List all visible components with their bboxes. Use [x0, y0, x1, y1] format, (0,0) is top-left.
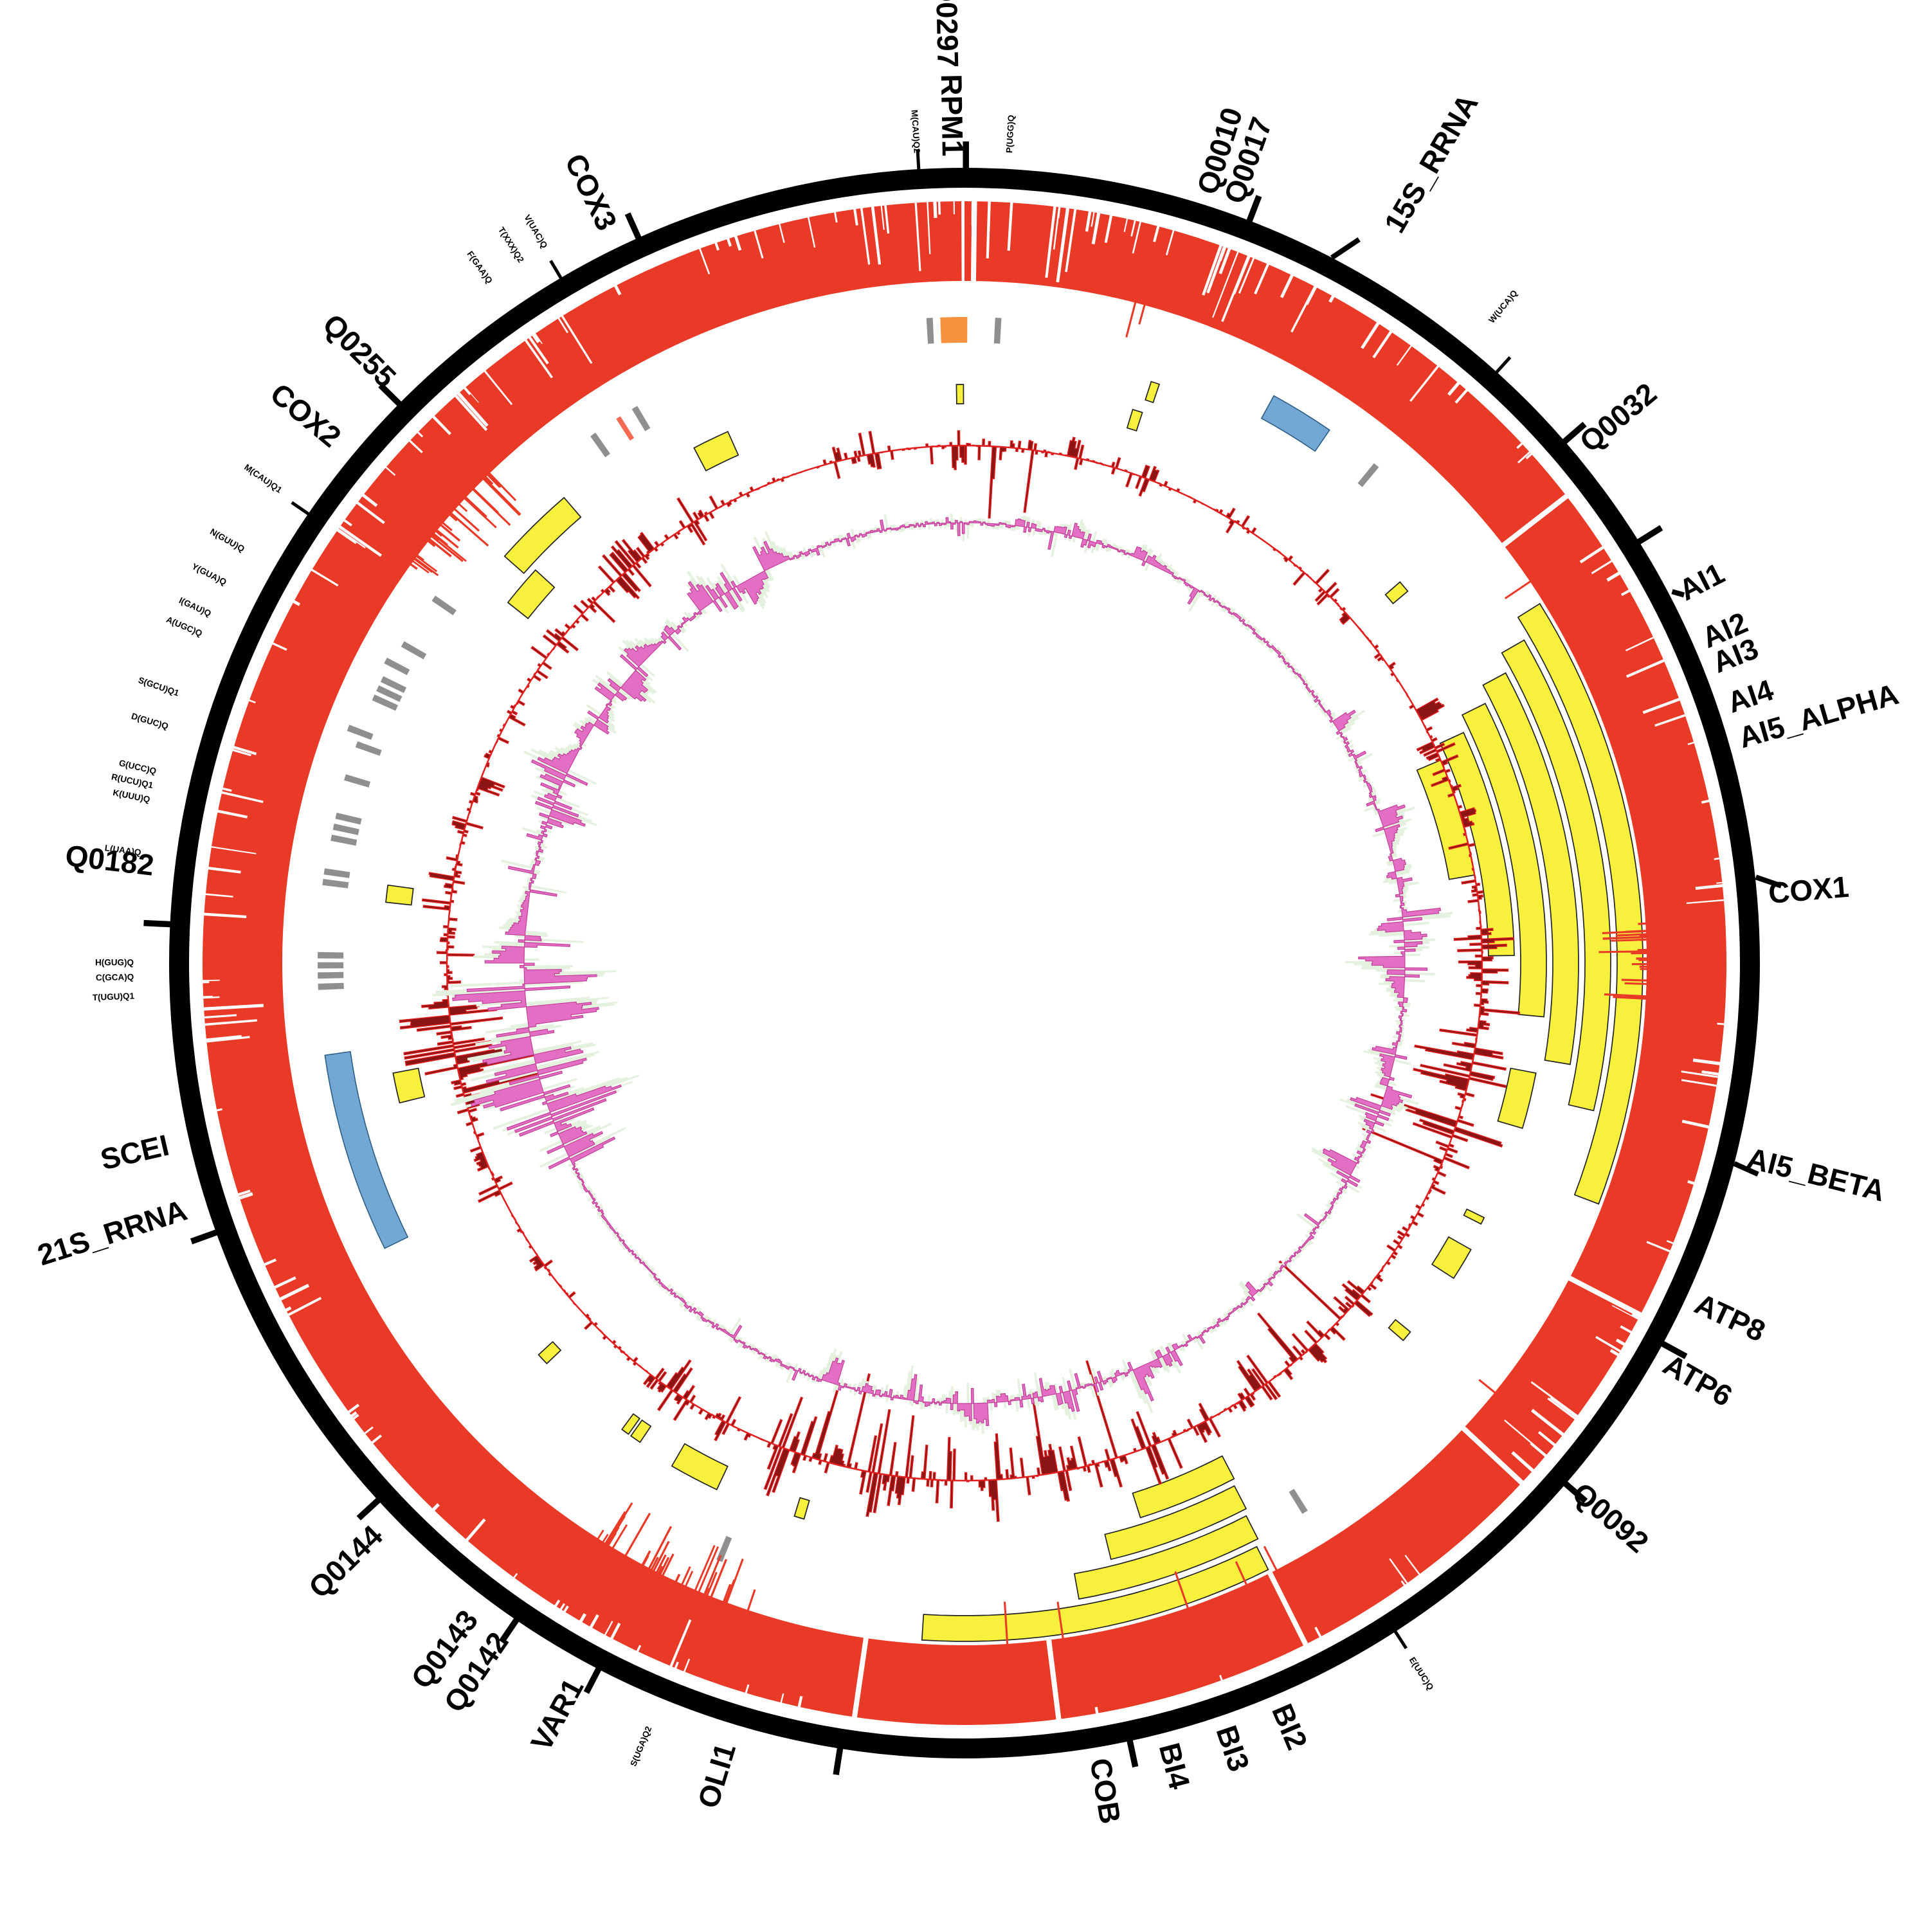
svg-text:T(UGU)Q1: T(UGU)Q1 [92, 991, 134, 1002]
svg-text:H(GUG)Q: H(GUG)Q [95, 958, 134, 968]
svg-text:C(GCA)Q: C(GCA)Q [96, 972, 134, 982]
svg-text:RPM1: RPM1 [935, 74, 970, 157]
svg-text:COX1: COX1 [1767, 870, 1850, 910]
svg-text:Q0297: Q0297 [930, 0, 965, 68]
